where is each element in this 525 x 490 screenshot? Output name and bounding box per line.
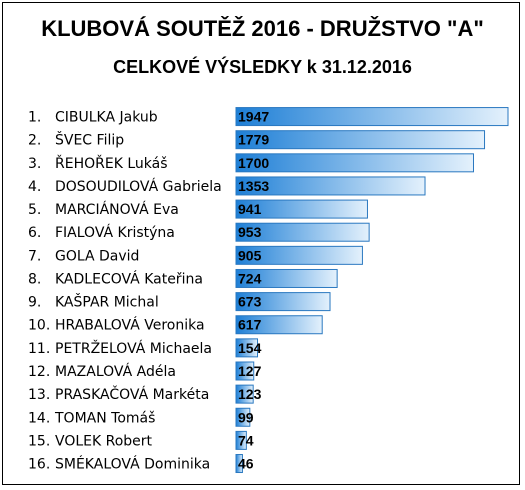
bar xyxy=(235,176,426,196)
value-label: 617 xyxy=(238,317,262,333)
rank-label: 9. xyxy=(28,295,41,311)
value-label: 123 xyxy=(238,386,262,402)
bar xyxy=(235,315,323,335)
rank-label: 5. xyxy=(28,202,41,218)
value-label: 1700 xyxy=(238,155,269,171)
value-label: 953 xyxy=(238,224,262,240)
chart-frame xyxy=(2,2,520,485)
bar xyxy=(235,222,370,242)
rank-label: 6. xyxy=(28,225,41,241)
value-label: 1947 xyxy=(238,109,269,125)
player-name-label: GOLA David xyxy=(55,248,139,264)
value-label: 74 xyxy=(238,432,254,448)
player-name-label: KAŠPAR Michal xyxy=(55,293,159,311)
rank-label: 2. xyxy=(28,133,41,149)
value-label: 1779 xyxy=(238,132,269,148)
rank-label: 1. xyxy=(28,110,41,126)
player-name-label: ŠVEC Filip xyxy=(55,131,124,149)
chart-subtitle: CELKOVÉ VÝSLEDKY k 31.12.2016 xyxy=(113,57,412,77)
value-label: 127 xyxy=(238,363,262,379)
value-label: 941 xyxy=(238,201,262,217)
bar xyxy=(235,130,486,150)
player-name-label: VOLEK Robert xyxy=(55,433,153,449)
player-name-label: HRABALOVÁ Veronika xyxy=(55,317,205,334)
player-name-label: TOMAN Tomáš xyxy=(54,410,155,426)
value-label: 99 xyxy=(238,409,254,425)
player-name-label: MARCIÁNOVÁ Eva xyxy=(55,201,179,218)
rank-label: 7. xyxy=(28,248,41,264)
player-name-label: FIALOVÁ Kristýna xyxy=(55,224,175,241)
rank-label: 12. xyxy=(28,364,50,380)
bar xyxy=(235,153,474,173)
value-label: 46 xyxy=(238,456,254,472)
player-name-label: KADLECOVÁ Kateřina xyxy=(55,270,203,287)
player-name-label: MAZALOVÁ Adéla xyxy=(55,363,176,380)
rank-label: 16. xyxy=(28,457,50,473)
player-name-label: PRASKAČOVÁ Markéta xyxy=(55,385,209,403)
rank-label: 15. xyxy=(28,433,50,449)
bar xyxy=(235,430,247,450)
bar xyxy=(235,384,254,404)
player-name-label: SMÉKALOVÁ Dominika xyxy=(55,456,210,473)
value-label: 673 xyxy=(238,294,262,310)
chart-title: KLUBOVÁ SOUTĚŽ 2016 - DRUŽSTVO "A" xyxy=(41,16,484,41)
player-name-label: DOSOUDILOVÁ Gabriela xyxy=(55,178,222,195)
value-label: 905 xyxy=(238,247,262,263)
bar xyxy=(235,199,368,219)
value-label: 154 xyxy=(238,340,262,356)
bar xyxy=(235,407,251,427)
rank-label: 14. xyxy=(28,410,50,426)
bar xyxy=(235,292,331,312)
bar xyxy=(235,268,338,288)
value-label: 724 xyxy=(238,270,262,286)
rank-label: 8. xyxy=(28,271,41,287)
bar xyxy=(235,107,509,127)
player-name-label: ŘEHOŘEK Lukáš xyxy=(55,155,168,172)
rank-label: 13. xyxy=(28,387,50,403)
bar xyxy=(235,245,363,265)
bar xyxy=(235,361,255,381)
bar xyxy=(235,338,259,358)
player-name-label: CIBULKA Jakub xyxy=(55,110,158,126)
rank-label: 11. xyxy=(28,341,50,357)
player-name-label: PETRŽELOVÁ Michaela xyxy=(55,339,212,357)
value-label: 1353 xyxy=(238,178,269,194)
rank-label: 3. xyxy=(28,156,41,172)
bar xyxy=(235,454,243,474)
rank-label: 10. xyxy=(28,318,50,334)
rank-label: 4. xyxy=(28,179,41,195)
